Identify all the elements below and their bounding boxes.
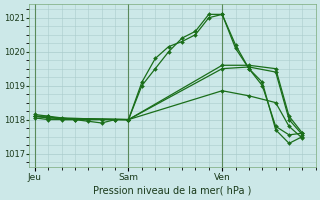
X-axis label: Pression niveau de la mer( hPa ): Pression niveau de la mer( hPa ) xyxy=(93,186,252,196)
